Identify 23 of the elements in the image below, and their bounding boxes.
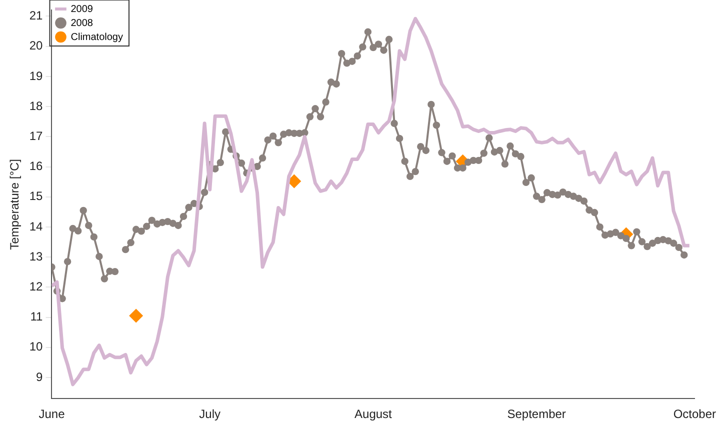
y-tick-label: 19 (29, 68, 44, 83)
x-tick-label: August (354, 407, 393, 422)
x-tick-label: July (199, 407, 221, 422)
y-tick-label: 21 (29, 8, 44, 23)
y-tick-label: 20 (29, 38, 44, 53)
y-tick-label: 12 (29, 280, 44, 294)
y-axis-title: Temperature [°C] (8, 158, 22, 250)
legend-label: 2009 (70, 4, 94, 15)
legend-label: 2008 (70, 18, 94, 29)
x-tick-label: September (507, 407, 566, 422)
x-tick-label: June (38, 407, 66, 422)
y-tick-label: 10 (29, 340, 44, 354)
point (129, 308, 144, 323)
y-tick-label: 17 (29, 128, 44, 143)
x-tick-label: October (673, 407, 716, 422)
y-tick-label: 13 (29, 249, 44, 264)
y-tick-label: 11 (30, 310, 44, 324)
y-tick-label: 9 (36, 370, 44, 384)
y-tick-label: 16 (29, 159, 44, 174)
legend-label: Climatology (70, 32, 123, 43)
y-tick-label: 14 (29, 219, 44, 234)
y-tick-label: 18 (29, 98, 44, 113)
y-tick-label: 15 (29, 189, 44, 204)
